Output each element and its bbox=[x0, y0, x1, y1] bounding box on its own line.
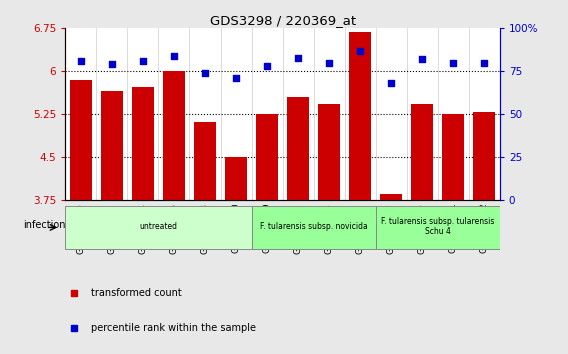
Point bbox=[387, 80, 396, 86]
Bar bbox=[70, 80, 91, 200]
Bar bbox=[256, 114, 278, 200]
Bar bbox=[252, 206, 375, 249]
Point bbox=[417, 56, 427, 62]
Bar bbox=[381, 194, 402, 200]
Bar bbox=[411, 104, 433, 200]
Text: transformed count: transformed count bbox=[91, 288, 182, 298]
Bar bbox=[318, 104, 340, 200]
Point bbox=[76, 58, 85, 64]
Text: F. tularensis subsp. novicida: F. tularensis subsp. novicida bbox=[260, 222, 367, 231]
Title: GDS3298 / 220369_at: GDS3298 / 220369_at bbox=[210, 14, 356, 27]
Point bbox=[324, 60, 333, 65]
Point bbox=[232, 75, 241, 81]
Text: infection: infection bbox=[23, 220, 65, 230]
Bar bbox=[474, 113, 495, 200]
Text: F. tularensis subsp. tularensis
Schu 4: F. tularensis subsp. tularensis Schu 4 bbox=[381, 217, 495, 236]
Text: percentile rank within the sample: percentile rank within the sample bbox=[91, 323, 256, 333]
Bar bbox=[349, 32, 371, 200]
Bar bbox=[65, 206, 252, 249]
Bar bbox=[194, 122, 216, 200]
Text: untreated: untreated bbox=[139, 222, 177, 231]
Point bbox=[262, 63, 272, 69]
Bar bbox=[225, 157, 247, 200]
Bar bbox=[132, 87, 154, 200]
Point bbox=[480, 60, 489, 65]
Bar bbox=[287, 97, 309, 200]
Bar bbox=[442, 114, 464, 200]
Point bbox=[449, 60, 458, 65]
Point bbox=[294, 55, 303, 60]
Bar bbox=[163, 71, 185, 200]
Bar bbox=[375, 206, 500, 249]
Point bbox=[139, 58, 148, 64]
Point bbox=[107, 62, 116, 67]
Bar bbox=[101, 91, 123, 200]
Point bbox=[201, 70, 210, 76]
Point bbox=[169, 53, 178, 59]
Point bbox=[356, 48, 365, 53]
